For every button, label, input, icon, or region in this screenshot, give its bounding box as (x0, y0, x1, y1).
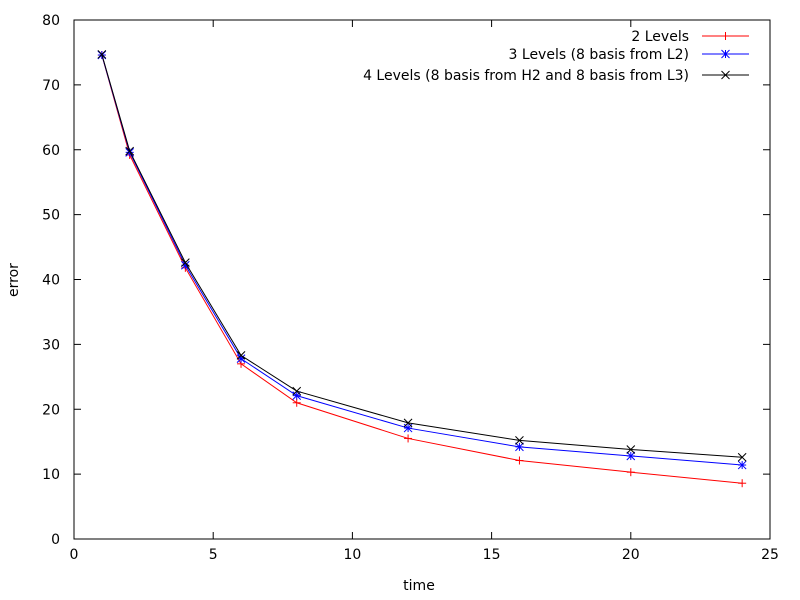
series-plus (97, 51, 747, 488)
series-line (101, 54, 743, 484)
data-point (515, 456, 524, 465)
legend-entry: 2 Levels (631, 29, 749, 45)
axis-ticks: 0 5 10 15 20 25 0 10 20 30 40 50 60 70 80 (42, 13, 779, 563)
y-tick-label: 50 (42, 208, 60, 224)
data-point (515, 436, 524, 445)
series-line (101, 54, 743, 466)
legend-marker (721, 70, 730, 80)
data-point (738, 479, 747, 488)
y-tick-label: 30 (42, 337, 60, 353)
series-star (97, 50, 747, 470)
x-tick-label: 10 (343, 547, 361, 563)
legend-label: 2 Levels (631, 29, 689, 45)
data-point (181, 258, 190, 267)
y-tick-label: 70 (42, 78, 60, 94)
data-point (403, 418, 413, 428)
data-point (236, 351, 246, 360)
x-tick-label: 15 (483, 547, 501, 563)
legend: 2 Levels 3 Levels (8 basis from L2) 4 Leve… (363, 29, 749, 84)
y-axis-label: error (6, 263, 22, 297)
y-tick-label: 80 (42, 13, 60, 29)
y-tick-label: 40 (42, 273, 60, 289)
x-tick-label: 25 (761, 547, 779, 563)
data-series (97, 50, 747, 488)
legend-entry: 4 Levels (8 basis from H2 and 8 basis fr… (363, 68, 749, 84)
series-line (101, 54, 743, 458)
legend-label: 4 Levels (8 basis from H2 and 8 basis fr… (363, 68, 689, 84)
y-tick-label: 10 (42, 467, 60, 483)
legend-entry: 3 Levels (8 basis from L2) (509, 47, 749, 63)
data-point (292, 386, 302, 396)
x-tick-label: 0 (70, 547, 79, 563)
data-point (97, 50, 107, 59)
data-point (626, 445, 636, 454)
plot-frame (73, 19, 771, 540)
y-tick-label: 0 (51, 532, 60, 548)
y-tick-label: 60 (42, 143, 60, 159)
data-point (404, 434, 413, 443)
data-point (626, 451, 636, 461)
data-point (737, 452, 747, 462)
x-axis-label: time (403, 578, 435, 594)
data-point (292, 391, 302, 400)
legend-marker (721, 32, 730, 40)
data-point (515, 442, 524, 452)
series-cross (97, 50, 747, 462)
x-tick-label: 20 (622, 547, 640, 563)
y-tick-label: 20 (42, 402, 60, 418)
data-point (125, 147, 135, 157)
data-point (125, 146, 135, 156)
data-point (626, 468, 635, 477)
x-tick-label: 5 (209, 547, 218, 563)
data-point (292, 398, 301, 407)
legend-marker (721, 49, 730, 59)
data-point (737, 460, 747, 470)
legend-label: 3 Levels (8 basis from L2) (509, 47, 689, 63)
